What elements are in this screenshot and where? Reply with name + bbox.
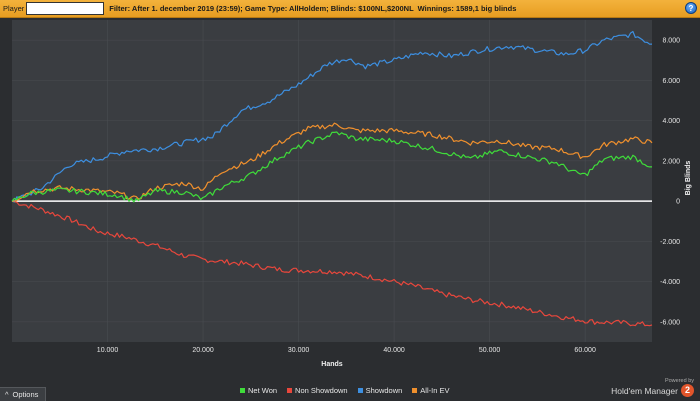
x-tick-label: 50.000 (479, 347, 501, 354)
powered-by-text: Powered by (664, 378, 694, 384)
options-label: Options (12, 390, 39, 399)
x-tick-label: 30.000 (288, 347, 310, 354)
player-label: Player (3, 4, 25, 13)
brand: Powered by Hold'em Manager 2 (611, 378, 694, 397)
chevron-up-icon: ^ (5, 390, 9, 399)
legend-label: Net Won (248, 386, 278, 395)
x-tick-label: 60.000 (574, 347, 596, 354)
x-axis: 10.000 20.000 30.000 40.000 50.000 60.000 (97, 347, 596, 354)
legend: Net Won Non Showdown Showdown All-In EV (240, 386, 449, 395)
graph-chart: 8.0006.0004.0002.0000-2.000-4.000-6.000 … (11, 20, 692, 368)
legend-label: Non Showdown (295, 386, 348, 395)
y-axis: 8.000 6.000 4.000 2.000 0 -2.000 -4.000 -6.000 (660, 38, 680, 327)
y-tick-label: 6.000 (662, 78, 680, 85)
player-name-field[interactable] (26, 2, 105, 15)
y-tick-label: -6.000 (660, 319, 680, 326)
legend-swatch (412, 388, 418, 393)
y-axis-label: Big Blinds (685, 161, 692, 196)
filter-bar: Player Filter: After 1. december 2019 (2… (0, 0, 700, 18)
x-axis-label: Hands (321, 361, 343, 368)
x-tick-label: 20.000 (192, 347, 214, 354)
x-tick-label: 10.000 (97, 347, 119, 354)
legend-item-all-in-ev[interactable]: All-In EV (412, 386, 449, 395)
legend-swatch (240, 388, 245, 393)
y-tick-label: 8.000 (662, 38, 680, 45)
y-tick-label: -2.000 (660, 239, 680, 246)
help-icon[interactable]: ? (685, 2, 697, 14)
legend-label: Showdown (365, 386, 403, 395)
legend-swatch (357, 388, 363, 393)
legend-label: All-In EV (420, 386, 450, 395)
winnings-text: Winnings: 1589,1 big blinds (417, 4, 517, 13)
plot-area (12, 20, 652, 342)
legend-swatch (287, 388, 293, 393)
legend-item-showdown[interactable]: Showdown (357, 386, 403, 395)
y-tick-label: 0 (676, 199, 680, 206)
filter-text: Filter: After 1. december 2019 (23:59); … (109, 4, 414, 13)
legend-item-non-showdown[interactable]: Non Showdown (287, 386, 348, 395)
series-line-non-showdown (11, 200, 653, 327)
brand-name: Hold'em Manager (611, 385, 678, 396)
y-tick-label: 4.000 (662, 118, 680, 125)
series-line-net-won (11, 131, 652, 203)
brand-logo-icon: 2 (681, 384, 694, 397)
series-line-showdown (11, 30, 653, 203)
legend-item-net-won[interactable]: Net Won (240, 386, 277, 395)
y-tick-label: -4.000 (660, 279, 680, 286)
series-line-all-in-ev (11, 122, 653, 202)
y-tick-label: 2.000 (662, 158, 680, 165)
options-button[interactable]: ^ Options (0, 387, 46, 401)
x-tick-label: 40.000 (383, 347, 405, 354)
series-layer (11, 30, 653, 327)
grid (12, 20, 652, 342)
